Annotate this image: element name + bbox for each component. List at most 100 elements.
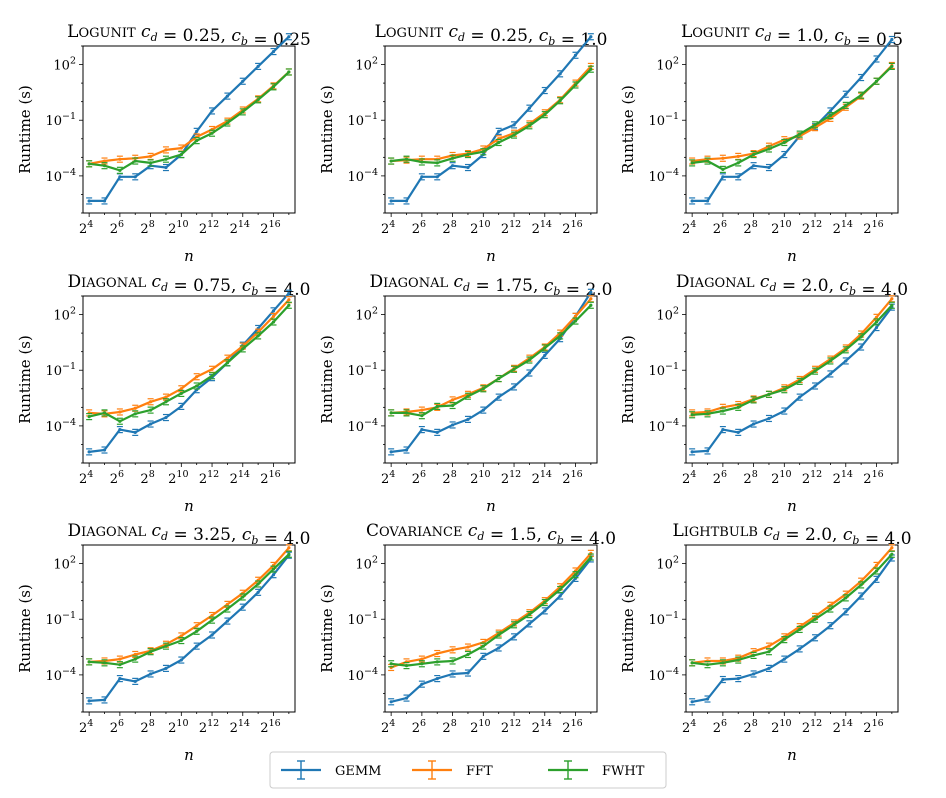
data-point-fwht bbox=[558, 99, 562, 103]
data-point-fwht bbox=[87, 415, 91, 419]
x-axis-label: n bbox=[184, 497, 194, 515]
x-axis-label: n bbox=[184, 247, 194, 265]
series-line-fwht bbox=[692, 304, 893, 416]
data-point-fft bbox=[890, 546, 894, 550]
data-point-gemm bbox=[481, 654, 485, 658]
data-point-fft bbox=[179, 634, 183, 638]
data-point-gemm bbox=[481, 408, 485, 412]
x-tick-label: 210 bbox=[168, 718, 188, 736]
data-point-fwht bbox=[210, 374, 214, 378]
data-point-gemm bbox=[287, 35, 291, 39]
data-point-fwht bbox=[466, 652, 470, 657]
data-point-gemm bbox=[527, 371, 532, 375]
x-tick-label: 212 bbox=[802, 219, 822, 237]
data-point-fwht bbox=[271, 567, 276, 571]
data-point-fft bbox=[210, 367, 214, 371]
y-tick-label: 102 bbox=[656, 555, 679, 573]
x-tick-label: 24 bbox=[381, 469, 395, 487]
data-point-fwht bbox=[389, 662, 393, 666]
data-point-gemm bbox=[721, 175, 725, 179]
x-tick-label: 26 bbox=[110, 718, 124, 736]
data-point-fwht bbox=[813, 123, 817, 127]
chart-title: DIAGONAL cd = 2.0, cb = 4.0 bbox=[676, 272, 908, 300]
chart-title: COVARIANCE cd = 1.5, cb = 4.0 bbox=[366, 521, 616, 549]
data-point-gemm bbox=[404, 448, 409, 452]
data-point-fwht bbox=[690, 413, 694, 417]
x-tick-label: 212 bbox=[199, 718, 219, 736]
chart-panel-2: LOGUNIT cd = 0.25, cb = 1.0 10−4 10−1 102 24… bbox=[318, 22, 607, 265]
x-tick-label: 216 bbox=[863, 469, 883, 487]
data-point-gemm bbox=[241, 605, 245, 609]
x-tick-label: 212 bbox=[501, 469, 521, 487]
data-point-fwht bbox=[543, 600, 547, 605]
chart-title: DIAGONAL cd = 1.75, cb = 2.0 bbox=[370, 272, 613, 300]
chart-panel-8: COVARIANCE cd = 1.5, cb = 4.0 10−4 10−1 102… bbox=[318, 521, 616, 764]
chart-panel-7: DIAGONAL cd = 3.25, cb = 4.0 10−4 10−1 102 2… bbox=[16, 521, 310, 764]
axes-frame bbox=[685, 45, 899, 214]
data-point-gemm bbox=[389, 450, 393, 454]
data-point-gemm bbox=[767, 416, 771, 421]
data-point-fwht bbox=[874, 569, 879, 573]
data-point-fwht bbox=[450, 403, 455, 408]
y-tick-label: 102 bbox=[355, 555, 378, 573]
data-point-gemm bbox=[102, 448, 107, 452]
data-point-fwht bbox=[241, 110, 245, 114]
data-point-gemm bbox=[179, 404, 183, 409]
legend-label-gemm: GEMM bbox=[335, 764, 382, 779]
data-point-gemm bbox=[389, 199, 393, 203]
y-tick-label: 10−4 bbox=[648, 417, 679, 435]
data-point-fwht bbox=[736, 658, 740, 662]
data-point-gemm bbox=[210, 633, 214, 637]
chart-panel-3: LOGUNIT cd = 1.0, cb = 0.5 10−4 10−1 102 24 2… bbox=[619, 22, 903, 265]
data-point-fwht bbox=[874, 79, 879, 83]
data-point-fwht bbox=[767, 147, 771, 151]
data-point-fft bbox=[271, 314, 276, 319]
data-point-gemm bbox=[179, 658, 183, 662]
data-point-gemm bbox=[87, 699, 91, 703]
x-tick-label: 28 bbox=[140, 219, 154, 237]
data-point-gemm bbox=[118, 428, 122, 432]
y-tick-label: 10−4 bbox=[347, 167, 378, 185]
x-axis-label: n bbox=[787, 247, 797, 265]
x-tick-label: 24 bbox=[381, 718, 395, 736]
data-point-fwht bbox=[241, 347, 245, 351]
data-point-gemm bbox=[271, 49, 276, 54]
x-tick-label: 210 bbox=[168, 469, 188, 487]
data-point-gemm bbox=[450, 164, 455, 168]
y-tick-label: 10−4 bbox=[347, 666, 378, 684]
data-point-gemm bbox=[874, 325, 879, 330]
x-tick-label: 214 bbox=[230, 718, 250, 736]
chart-panel-6: DIAGONAL cd = 2.0, cb = 4.0 10−4 10−1 102 24… bbox=[619, 272, 908, 515]
data-point-fwht bbox=[195, 139, 199, 143]
data-point-gemm bbox=[527, 622, 532, 626]
data-point-gemm bbox=[420, 428, 424, 432]
data-point-fwht bbox=[859, 93, 863, 97]
data-point-fwht bbox=[782, 140, 786, 145]
x-tick-label: 28 bbox=[442, 718, 456, 736]
data-point-fft bbox=[874, 563, 879, 568]
data-point-gemm bbox=[558, 594, 562, 598]
data-point-fwht bbox=[210, 131, 214, 135]
data-point-fwht bbox=[751, 398, 756, 402]
data-point-gemm bbox=[466, 165, 470, 170]
y-tick-label: 10−4 bbox=[45, 167, 76, 185]
data-point-fwht bbox=[798, 627, 802, 632]
data-point-fwht bbox=[859, 583, 863, 587]
data-point-gemm bbox=[497, 129, 501, 133]
x-tick-label: 28 bbox=[140, 718, 154, 736]
y-axis-label: Runtime (s) bbox=[318, 335, 336, 424]
data-point-gemm bbox=[690, 199, 694, 203]
data-point-gemm bbox=[736, 677, 740, 681]
x-tick-label: 24 bbox=[381, 219, 395, 237]
data-point-fwht bbox=[256, 582, 260, 586]
data-point-gemm bbox=[543, 609, 547, 613]
data-point-gemm bbox=[133, 679, 137, 683]
data-point-fwht bbox=[558, 334, 562, 338]
y-tick-label: 10−4 bbox=[45, 417, 76, 435]
data-point-gemm bbox=[690, 450, 694, 454]
data-point-gemm bbox=[271, 573, 276, 577]
data-point-fwht bbox=[420, 662, 424, 666]
x-tick-label: 26 bbox=[713, 219, 727, 237]
x-tick-label: 212 bbox=[199, 469, 219, 487]
series-line-fwht bbox=[88, 304, 290, 423]
